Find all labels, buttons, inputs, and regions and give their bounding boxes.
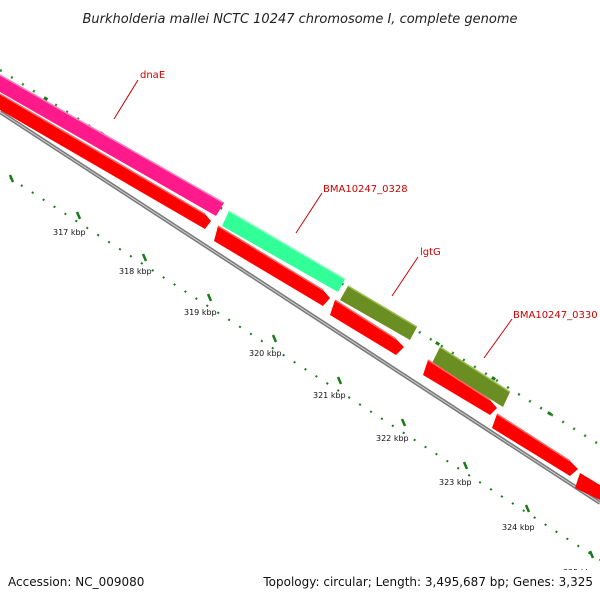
- inner-major-ticks: [8, 174, 595, 559]
- footer-background: [0, 570, 600, 600]
- gene-block-lgtG[interactable]: [340, 285, 418, 340]
- label-leader-lines: [113, 79, 513, 359]
- genome-summary-text: Topology: circular; Length: 3,495,687 bp…: [262, 575, 593, 589]
- backbone-inner-line: [0, 111, 600, 504]
- tick-label-321: 321 kbp: [313, 391, 346, 400]
- inner-dotted-track: [9, 177, 600, 561]
- gene-block-dnaE[interactable]: [0, 74, 225, 216]
- map-title: Burkholderia mallei NCTC 10247 chromosom…: [82, 12, 517, 27]
- gene-label-lgtG[interactable]: lgtG: [420, 247, 441, 258]
- tick-label-322: 322 kbp: [376, 434, 409, 443]
- accession-text: Accession: NC_009080: [8, 575, 144, 589]
- gene-label-dnaE[interactable]: dnaE: [140, 70, 165, 81]
- tick-label-319: 319 kbp: [184, 308, 217, 317]
- gene-label-BMA10247_0330[interactable]: BMA10247_0330: [513, 310, 598, 321]
- tick-label-318: 318 kbp: [119, 267, 152, 276]
- tick-label-323: 323 kbp: [439, 478, 472, 487]
- tick-label-324: 324 kbp: [502, 523, 535, 532]
- tick-label-317: 317 kbp: [53, 228, 86, 237]
- gene-label-BMA10247_0328[interactable]: BMA10247_0328: [323, 184, 408, 195]
- cds-arrows-reverse: [0, 93, 600, 500]
- gene-block-BMA10247_0328[interactable]: [222, 210, 346, 292]
- gene-block-BMA10247_0330[interactable]: [432, 346, 511, 407]
- tick-label-320: 320 kbp: [249, 349, 282, 358]
